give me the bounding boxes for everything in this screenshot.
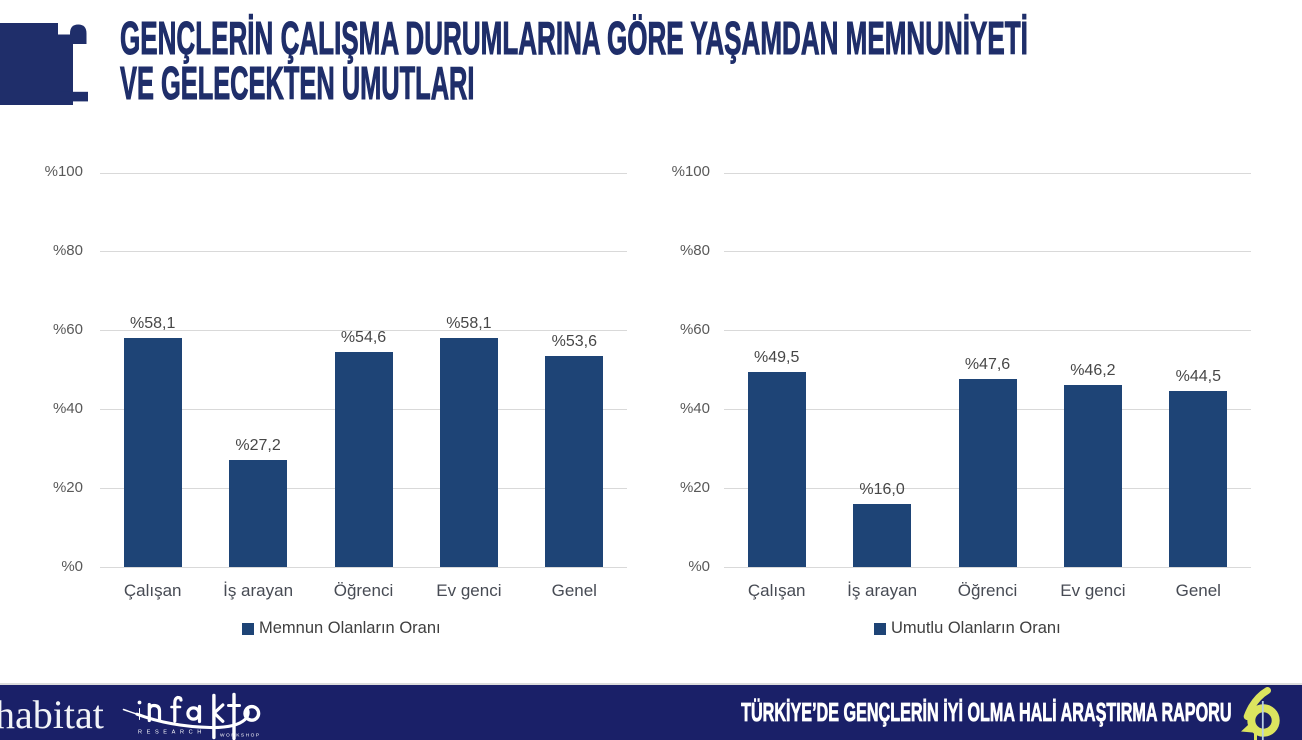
svg-text:WORKSHOP: WORKSHOP (220, 733, 261, 739)
svg-text:RESEARCH: RESEARCH (138, 730, 206, 736)
